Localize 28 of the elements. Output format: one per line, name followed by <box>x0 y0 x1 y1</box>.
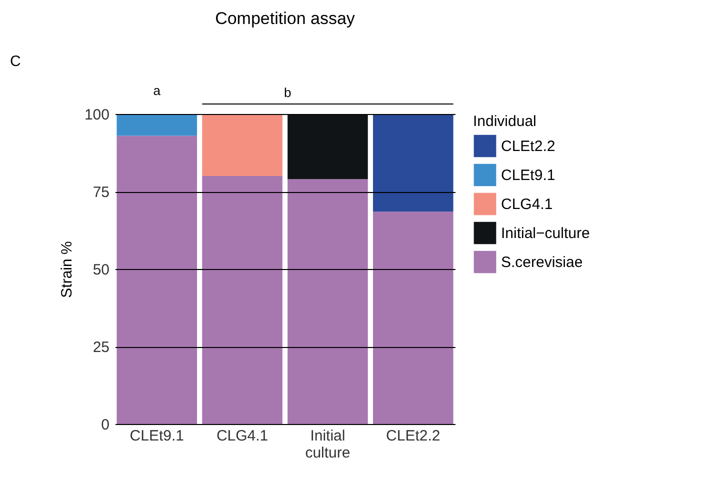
legend-label: CLEt9.1 <box>501 167 556 184</box>
bar <box>116 136 198 424</box>
y-tick-label: 75 <box>92 184 110 201</box>
text: a <box>153 83 162 98</box>
y-tick-label: 50 <box>92 262 110 278</box>
chart-title: Competition assay <box>215 9 356 28</box>
x-tick-label: Initial culture <box>305 428 350 462</box>
y-axis-title: Strain % <box>58 241 76 298</box>
text: b <box>284 85 292 100</box>
legend-label: Initial−culture <box>501 225 590 242</box>
bar <box>288 179 368 424</box>
bar <box>288 114 368 180</box>
legend-label: S.cerevisiae <box>501 254 583 271</box>
bar <box>202 176 282 424</box>
bar <box>372 212 454 424</box>
bar <box>202 114 282 176</box>
y-tick-label: 25 <box>92 339 110 356</box>
x-tick-label: CLEt9.1 <box>130 428 184 444</box>
legend-label: CLG4.1 <box>501 196 553 213</box>
x-tick-label: CLEt2.2 <box>386 428 440 444</box>
bar <box>116 114 198 136</box>
x-tick-label: CLG4.1 <box>216 428 268 444</box>
bar <box>372 114 454 212</box>
legend-label: CLEt2.2 <box>501 138 556 155</box>
y-tick-label: 0 <box>101 416 110 434</box>
legend-title: Individual <box>473 113 536 130</box>
y-tick-label: 100 <box>84 106 110 124</box>
text: C <box>10 53 21 70</box>
